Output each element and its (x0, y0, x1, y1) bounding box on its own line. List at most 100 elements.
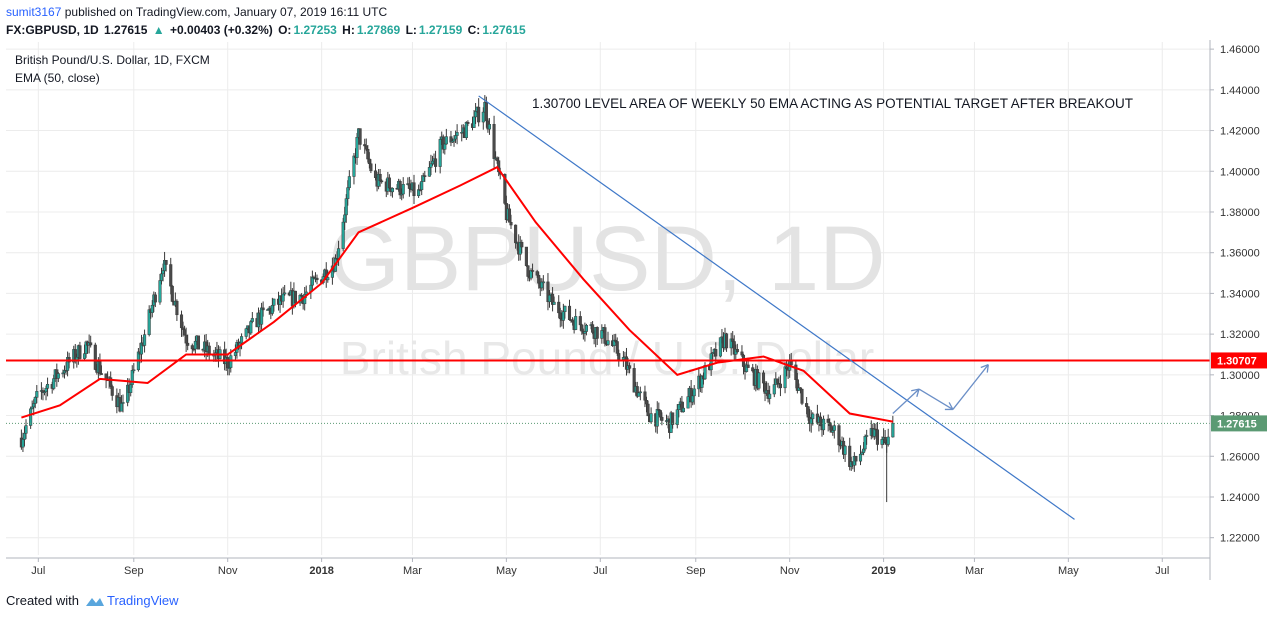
candle-body (226, 357, 230, 369)
candle-body (24, 425, 28, 434)
candle-body (578, 316, 582, 326)
candle-body (552, 301, 556, 305)
candle-body (865, 435, 869, 437)
candle-body (615, 341, 619, 354)
author-link[interactable]: sumit3167 (6, 5, 62, 19)
candle-body (557, 301, 561, 314)
annotation-text[interactable]: 1.30700 LEVEL AREA OF WEEKLY 50 EMA ACTI… (532, 96, 1133, 111)
candle-body (427, 167, 431, 177)
candle-body (805, 403, 809, 407)
time-tick-label: May (496, 565, 517, 577)
candle-body (783, 366, 787, 389)
candle-body (775, 378, 779, 384)
candle-body (561, 311, 565, 321)
candle-body (474, 111, 478, 118)
time-tick-label: Sep (686, 565, 706, 577)
candle-body (150, 304, 154, 313)
symbol-line: FX:GBPUSD, 1D 1.27615 ▲ +0.00403 (+0.32%… (6, 23, 528, 37)
candle-body (563, 305, 567, 312)
candle-body (567, 305, 572, 321)
candle-body (495, 157, 499, 161)
candle-body (778, 383, 782, 389)
candle-body (186, 342, 190, 346)
price-tick-label: 1.46000 (1220, 44, 1260, 56)
candle-body (637, 392, 641, 397)
publisher-line: sumit3167 published on TradingView.com, … (6, 5, 387, 19)
candle-body (757, 372, 761, 389)
candle-body (429, 163, 433, 168)
tradingview-link[interactable]: TradingView (106, 593, 179, 608)
candle-body (164, 260, 168, 265)
candle-body (595, 327, 599, 339)
candle-body (574, 316, 578, 330)
candle-body (681, 407, 685, 413)
time-tick-label: Nov (780, 565, 800, 577)
candle-body (677, 404, 681, 410)
candle-body (832, 425, 836, 431)
candle-body (22, 433, 27, 440)
projection-arrow (952, 364, 989, 410)
candle-body (293, 290, 298, 304)
price-chart[interactable]: GBPUSD, 1D British Pound / U.S. Dollar B… (0, 40, 1274, 585)
close-value: 1.27615 (482, 23, 526, 37)
candle-body (35, 391, 39, 398)
candle-body (746, 364, 750, 368)
candle-body (46, 384, 50, 389)
candle-body (196, 335, 201, 350)
candle-body (366, 148, 370, 160)
candle-body (526, 265, 530, 277)
projection-arrowhead (948, 402, 954, 410)
candle-body (477, 106, 481, 123)
projection-arrow (892, 388, 920, 414)
candle-body (863, 436, 867, 450)
candle-body (735, 348, 739, 353)
candle-body (352, 155, 356, 177)
candle-body (484, 102, 488, 122)
price-tick-label: 1.34000 (1220, 288, 1260, 300)
candle-body (880, 439, 884, 445)
candle-body (390, 187, 395, 193)
candle-body (147, 309, 151, 335)
candle-body (129, 384, 133, 393)
candle-body (514, 224, 518, 244)
candle-body (347, 176, 351, 188)
candle-body (343, 214, 347, 223)
candle-body (671, 412, 675, 425)
candle-body (789, 360, 793, 366)
legend-instrument[interactable]: British Pound/U.S. Dollar, 1D, FXCM (15, 53, 210, 67)
candle-body (98, 361, 102, 374)
time-tick-label: 2018 (309, 565, 333, 577)
projection-arrow (918, 388, 954, 411)
legend-indicator[interactable]: EMA (50, close) (15, 71, 100, 85)
candle-body (858, 453, 863, 462)
last-price: 1.27615 (104, 23, 148, 37)
candle-body (373, 170, 378, 178)
candle-body (119, 403, 124, 412)
candle-body (438, 139, 442, 167)
candle-body (691, 395, 695, 403)
watermark-symbol: GBPUSD, 1D (328, 208, 885, 310)
price-tick-label: 1.36000 (1220, 248, 1260, 260)
candle-body (886, 436, 890, 445)
candle-body (326, 277, 330, 281)
chart-axes: 1.46000 1.44000 1.42000 1.40000 1.38000 1.360… (6, 40, 1267, 580)
candle-body (509, 222, 513, 226)
price-tick-label: 1.30000 (1220, 370, 1260, 382)
candle-body (355, 136, 359, 158)
candle-body (181, 327, 185, 330)
price-axis-label: 1.27615 (1217, 418, 1257, 430)
candle-body (249, 321, 253, 334)
time-tick-label: Jul (1155, 565, 1169, 577)
ema-line (21, 165, 894, 423)
candle-body (420, 181, 424, 191)
candle-body (369, 163, 373, 172)
candle-body (646, 403, 650, 417)
candle-body (281, 293, 285, 302)
projection-arrowhead (916, 388, 920, 397)
created-with-text: Created with (6, 593, 79, 608)
candle-body (44, 388, 48, 392)
price-tick-label: 1.42000 (1220, 126, 1260, 138)
price-tick-label: 1.32000 (1220, 329, 1260, 341)
candle-body (99, 373, 104, 375)
candle-body (229, 355, 233, 368)
